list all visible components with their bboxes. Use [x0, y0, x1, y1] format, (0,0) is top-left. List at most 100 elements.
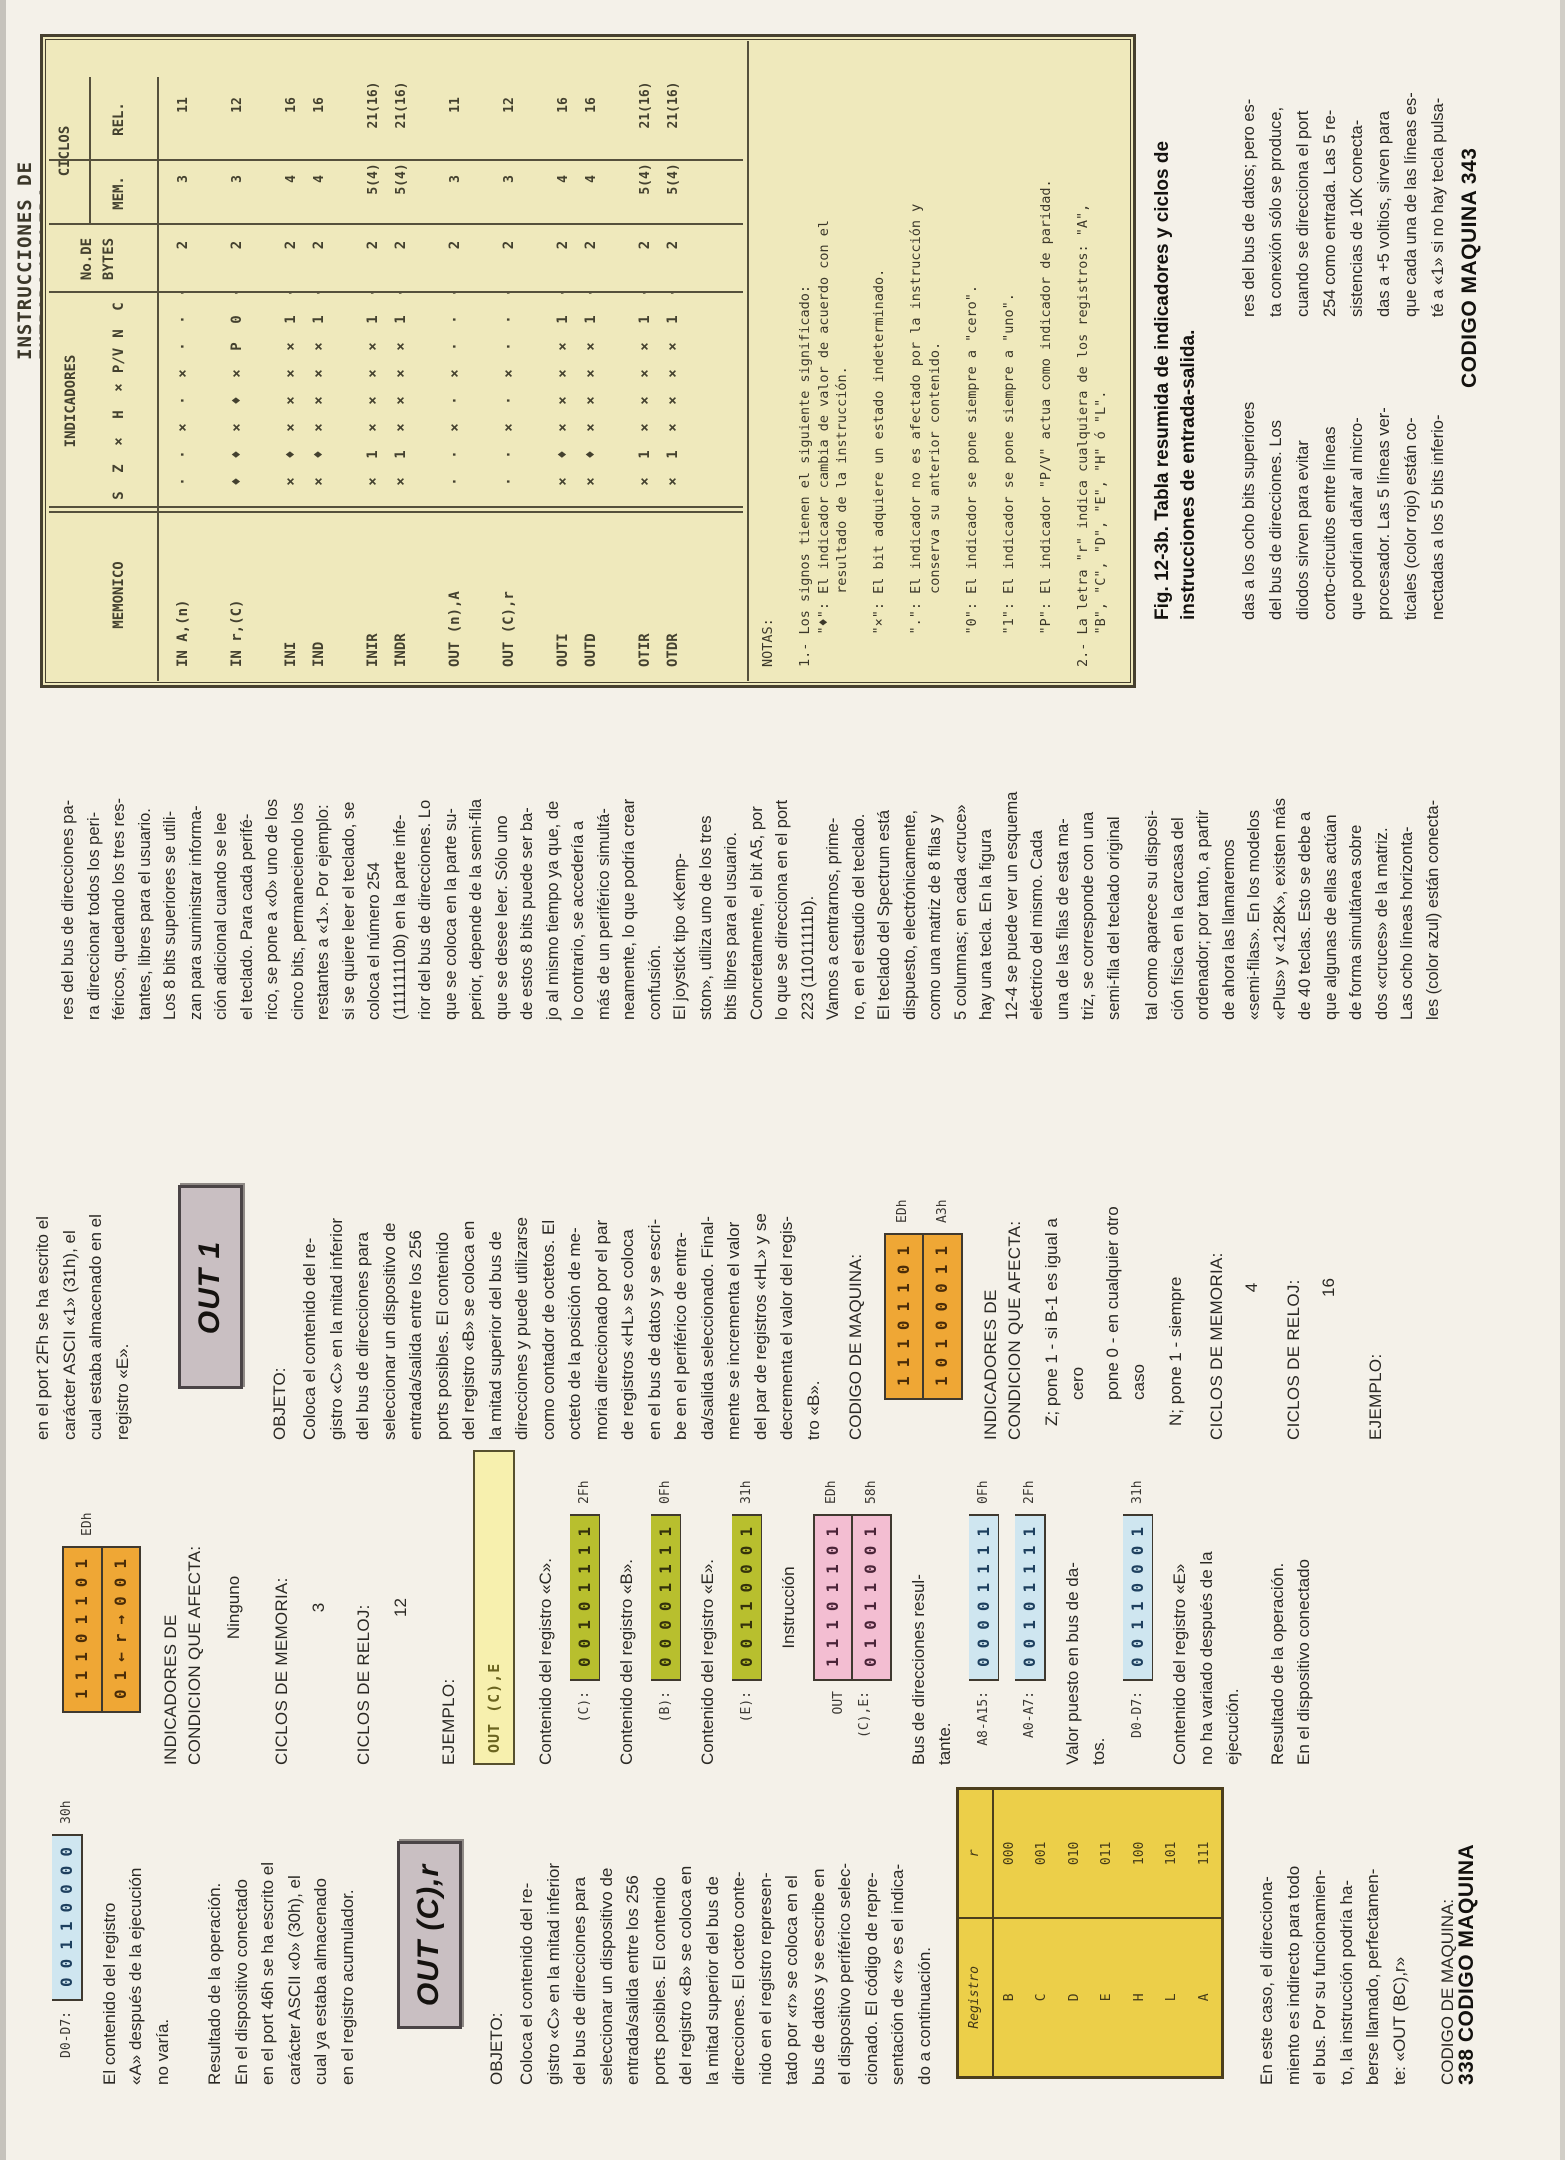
flag-cell: ♦	[283, 450, 299, 459]
header-rel: REL.	[111, 102, 127, 136]
codigo-maquina-label-2: CODIGO DE MAQUINA:	[846, 1253, 865, 1440]
bit-box-label: D0-D7:	[1129, 1691, 1145, 1738]
flag-cell: ×	[283, 342, 299, 351]
flag-cell: ×	[311, 423, 327, 432]
instruccion-label: Instrucción	[779, 1566, 798, 1649]
flag-z-line3: pone 0 - en cualquier otro	[1102, 1206, 1122, 1400]
register-table-row: H 100	[1123, 1790, 1156, 2076]
registro-c-box: (C): 00101111 2Fh	[569, 1450, 600, 1765]
mnemonic: INI	[283, 641, 299, 667]
objeto-label: OBJETO:	[486, 2012, 506, 2085]
flag-cell: 0	[229, 315, 245, 324]
header-bytes-1: No.DE	[79, 237, 95, 281]
flag-cell: ×	[229, 369, 245, 378]
flag-cell: ·	[447, 477, 463, 486]
flag-cell: 1	[283, 315, 299, 324]
bus-d0-d7-box: D0-D7: 00110001 31h	[1122, 1450, 1153, 1765]
flag-n-line: N; pone 1 - siempre	[1165, 1276, 1185, 1426]
register-table-header-r: r	[959, 1790, 992, 1919]
bit-box-bits: 00101111	[1015, 1515, 1044, 1679]
flag-cell: ·	[501, 450, 517, 459]
mnemonic: OUTD	[583, 633, 599, 667]
flag-cell: ×	[365, 396, 381, 405]
flag-cell: 1	[365, 315, 381, 324]
io-table-row-otir: OTIR×1××××1·25(4)21(16)	[631, 41, 659, 681]
machine-code-byte-bits: 11101101	[814, 1515, 851, 1679]
flag-cell: ×	[637, 369, 653, 378]
clock-cycles-cell: 16	[283, 97, 299, 113]
flag-cell: ·	[447, 450, 463, 459]
register-table-row: B 000	[993, 1790, 1026, 2076]
bytes-cell: 2	[283, 240, 299, 250]
bit-box: 00110001	[731, 1513, 762, 1681]
mnemonic: OTDR	[665, 633, 681, 667]
register-bits: 111	[1188, 1790, 1221, 1919]
register-table-header-registro: Registro	[967, 1966, 982, 2029]
flag-cell: ·	[501, 477, 517, 486]
ciclos-memoria-label: CICLOS DE MEMORIA:	[271, 1577, 291, 1765]
ciclos-memoria-value-2: 4	[1242, 1282, 1261, 1293]
header-flag-2: ×	[111, 437, 127, 446]
flag-cell: ×	[283, 369, 299, 378]
flag-cell: ×	[555, 423, 571, 432]
bit-box-hex: 0Fh	[975, 1480, 991, 1504]
ciclos-reloj-label: CICLOS DE RELOJ:	[354, 1604, 373, 1765]
header-mnemonico: MEMONICO	[111, 561, 127, 629]
machine-code-hex: A3h	[934, 1199, 950, 1223]
bus-direcciones-label: Bus de direcciones resul- tante.	[908, 1574, 955, 1765]
bytes-cell: 2	[665, 240, 681, 250]
flag-cell: ×	[665, 423, 681, 432]
flag-cell: ×	[665, 477, 681, 486]
io-table-row-otdr: OTDR×1××××1·25(4)21(16)	[659, 41, 687, 681]
machine-code-hex: EDh	[895, 1199, 910, 1223]
flag-cell: ·	[501, 315, 517, 324]
clock-cycles-cell: 21(16)	[637, 81, 653, 129]
ejemplo-label-2: EJEMPLO:	[1366, 1353, 1385, 1440]
flag-cell: 1	[311, 315, 327, 324]
bit-box-label: A8-A15:	[975, 1691, 991, 1746]
machine-code-bytes: 11101101 10100011	[883, 1232, 963, 1400]
flag-cell: ×	[365, 423, 381, 432]
flag-cell: ×	[501, 423, 517, 432]
table-vrule	[49, 506, 743, 508]
bit-box-hex: 31h	[738, 1480, 754, 1504]
register-bits: 001	[1026, 1790, 1059, 1919]
flag-cell: ×	[583, 369, 599, 378]
flag-cell: ×	[311, 369, 327, 378]
flag-cell: ×	[501, 369, 517, 378]
register-table-row: E 011	[1091, 1790, 1124, 2076]
machine-code-byte-bits: 11101101	[885, 1234, 922, 1398]
machine-code-hex: 58h	[863, 1480, 879, 1504]
para-port-2fh: en el port 2Fh se ha escrito el carácter…	[33, 1214, 132, 1440]
io-table: MEMONICO INDICADORES S Z × H × P/V N C No.DE BYTES C…	[49, 41, 743, 681]
mem-cycles-cell: 3	[229, 175, 245, 183]
register-name: D	[1066, 1993, 1082, 2002]
clock-cycles-cell: 21(16)	[665, 81, 681, 129]
bytes-cell: 2	[637, 240, 653, 250]
bit-box-bits: 00001111	[968, 1515, 998, 1679]
bytes-cell: 2	[447, 240, 463, 250]
flag-cell: ×	[365, 477, 381, 486]
figure-caption: Fig. 12-3b. Tabla resumida de indicadore…	[1152, 140, 1199, 620]
bit-box-bits: 00101111	[569, 1515, 599, 1679]
bit-box: 00001111	[650, 1513, 681, 1681]
clock-cycles-cell: 16	[555, 97, 571, 113]
table-vrule	[49, 511, 743, 513]
flag-cell: 1	[393, 315, 409, 324]
flag-cell: P	[229, 342, 245, 351]
flag-cell: ×	[583, 342, 599, 351]
instruccion-code-box: OUT (C),E: 11101101 01011001 EDh 58h	[812, 1450, 892, 1765]
mnemonic: OUT (n),A	[447, 591, 463, 667]
bit-box-label: D0-D7:	[59, 2011, 74, 2058]
flag-cell: ♦	[229, 477, 245, 486]
flag-z-line2: cero	[1068, 1366, 1087, 1400]
flag-cell: ·	[175, 477, 191, 486]
table-vrule	[49, 159, 743, 161]
bit-box-hex: 31h	[1129, 1480, 1145, 1504]
valor-bus-datos-label: Valor puesto en bus de da- tos.	[1062, 1562, 1109, 1765]
register-bits: 010	[1058, 1790, 1091, 1919]
mnemonic: IN r,(C)	[229, 599, 245, 667]
flag-cell: ×	[447, 369, 463, 378]
